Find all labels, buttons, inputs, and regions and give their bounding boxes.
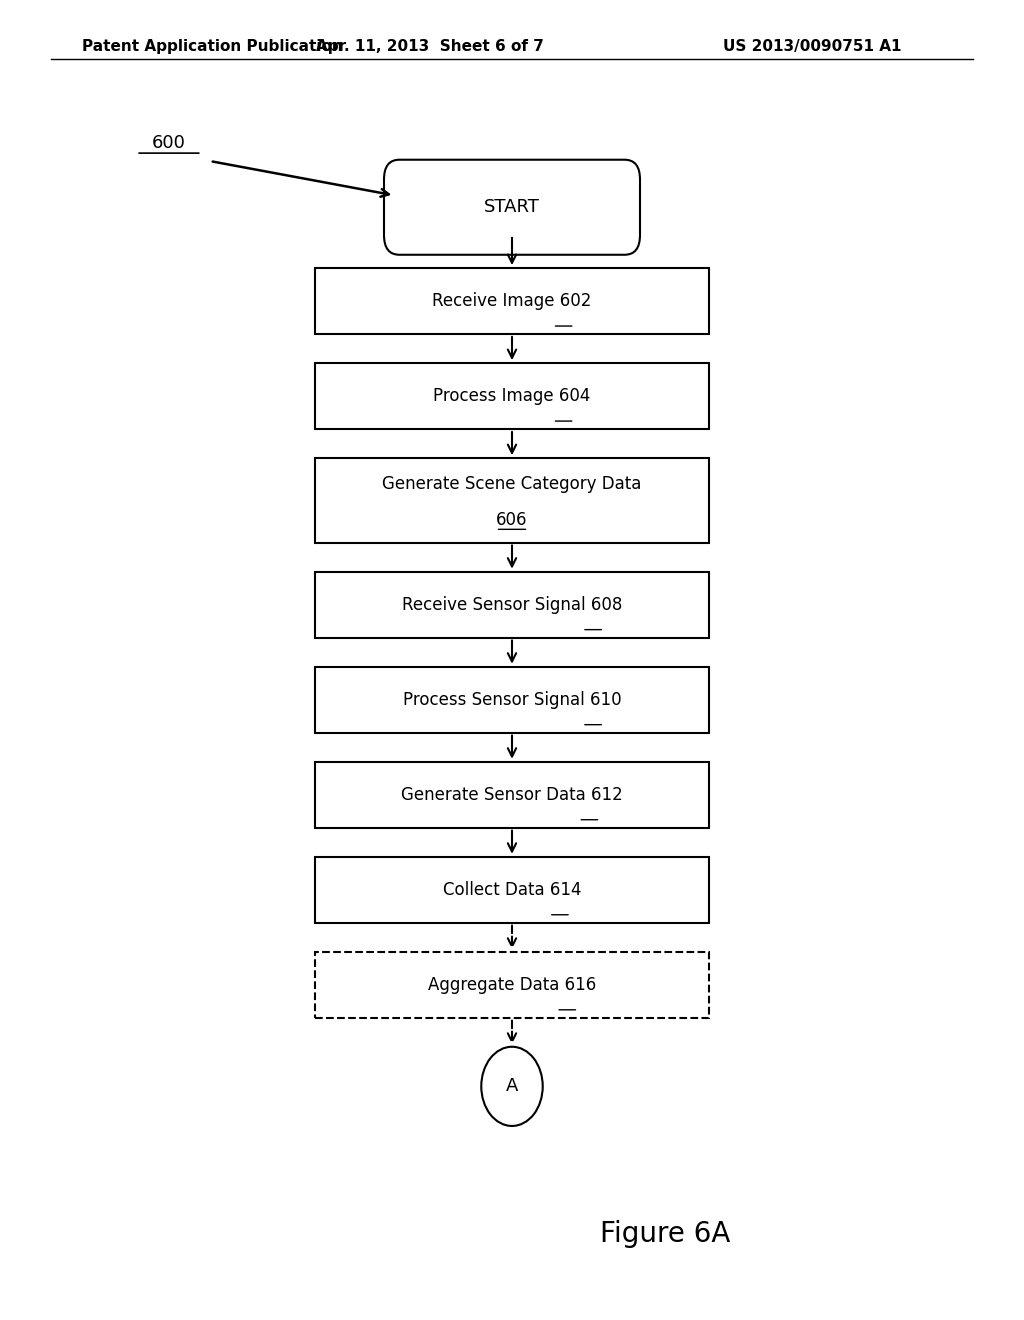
FancyBboxPatch shape <box>315 572 709 638</box>
Text: Receive Sensor Signal 608: Receive Sensor Signal 608 <box>401 595 623 614</box>
FancyBboxPatch shape <box>315 363 709 429</box>
Text: 606: 606 <box>497 511 527 529</box>
FancyBboxPatch shape <box>384 160 640 255</box>
Text: Aggregate Data 616: Aggregate Data 616 <box>428 975 596 994</box>
Text: US 2013/0090751 A1: US 2013/0090751 A1 <box>723 38 901 54</box>
FancyBboxPatch shape <box>315 857 709 923</box>
Text: START: START <box>484 198 540 216</box>
Text: Receive Image 602: Receive Image 602 <box>432 292 592 310</box>
Text: Process Image 604: Process Image 604 <box>433 387 591 405</box>
FancyBboxPatch shape <box>315 268 709 334</box>
Text: 600: 600 <box>152 133 186 152</box>
FancyBboxPatch shape <box>315 952 709 1018</box>
FancyBboxPatch shape <box>315 762 709 828</box>
FancyBboxPatch shape <box>315 667 709 733</box>
Text: Generate Scene Category Data: Generate Scene Category Data <box>382 475 642 494</box>
Text: Collect Data 614: Collect Data 614 <box>442 880 582 899</box>
FancyBboxPatch shape <box>315 458 709 543</box>
Text: Figure 6A: Figure 6A <box>600 1220 731 1249</box>
Text: Process Sensor Signal 610: Process Sensor Signal 610 <box>402 690 622 709</box>
Text: Generate Sensor Data 612: Generate Sensor Data 612 <box>401 785 623 804</box>
Text: Patent Application Publication: Patent Application Publication <box>82 38 343 54</box>
Text: Apr. 11, 2013  Sheet 6 of 7: Apr. 11, 2013 Sheet 6 of 7 <box>316 38 544 54</box>
Text: A: A <box>506 1077 518 1096</box>
